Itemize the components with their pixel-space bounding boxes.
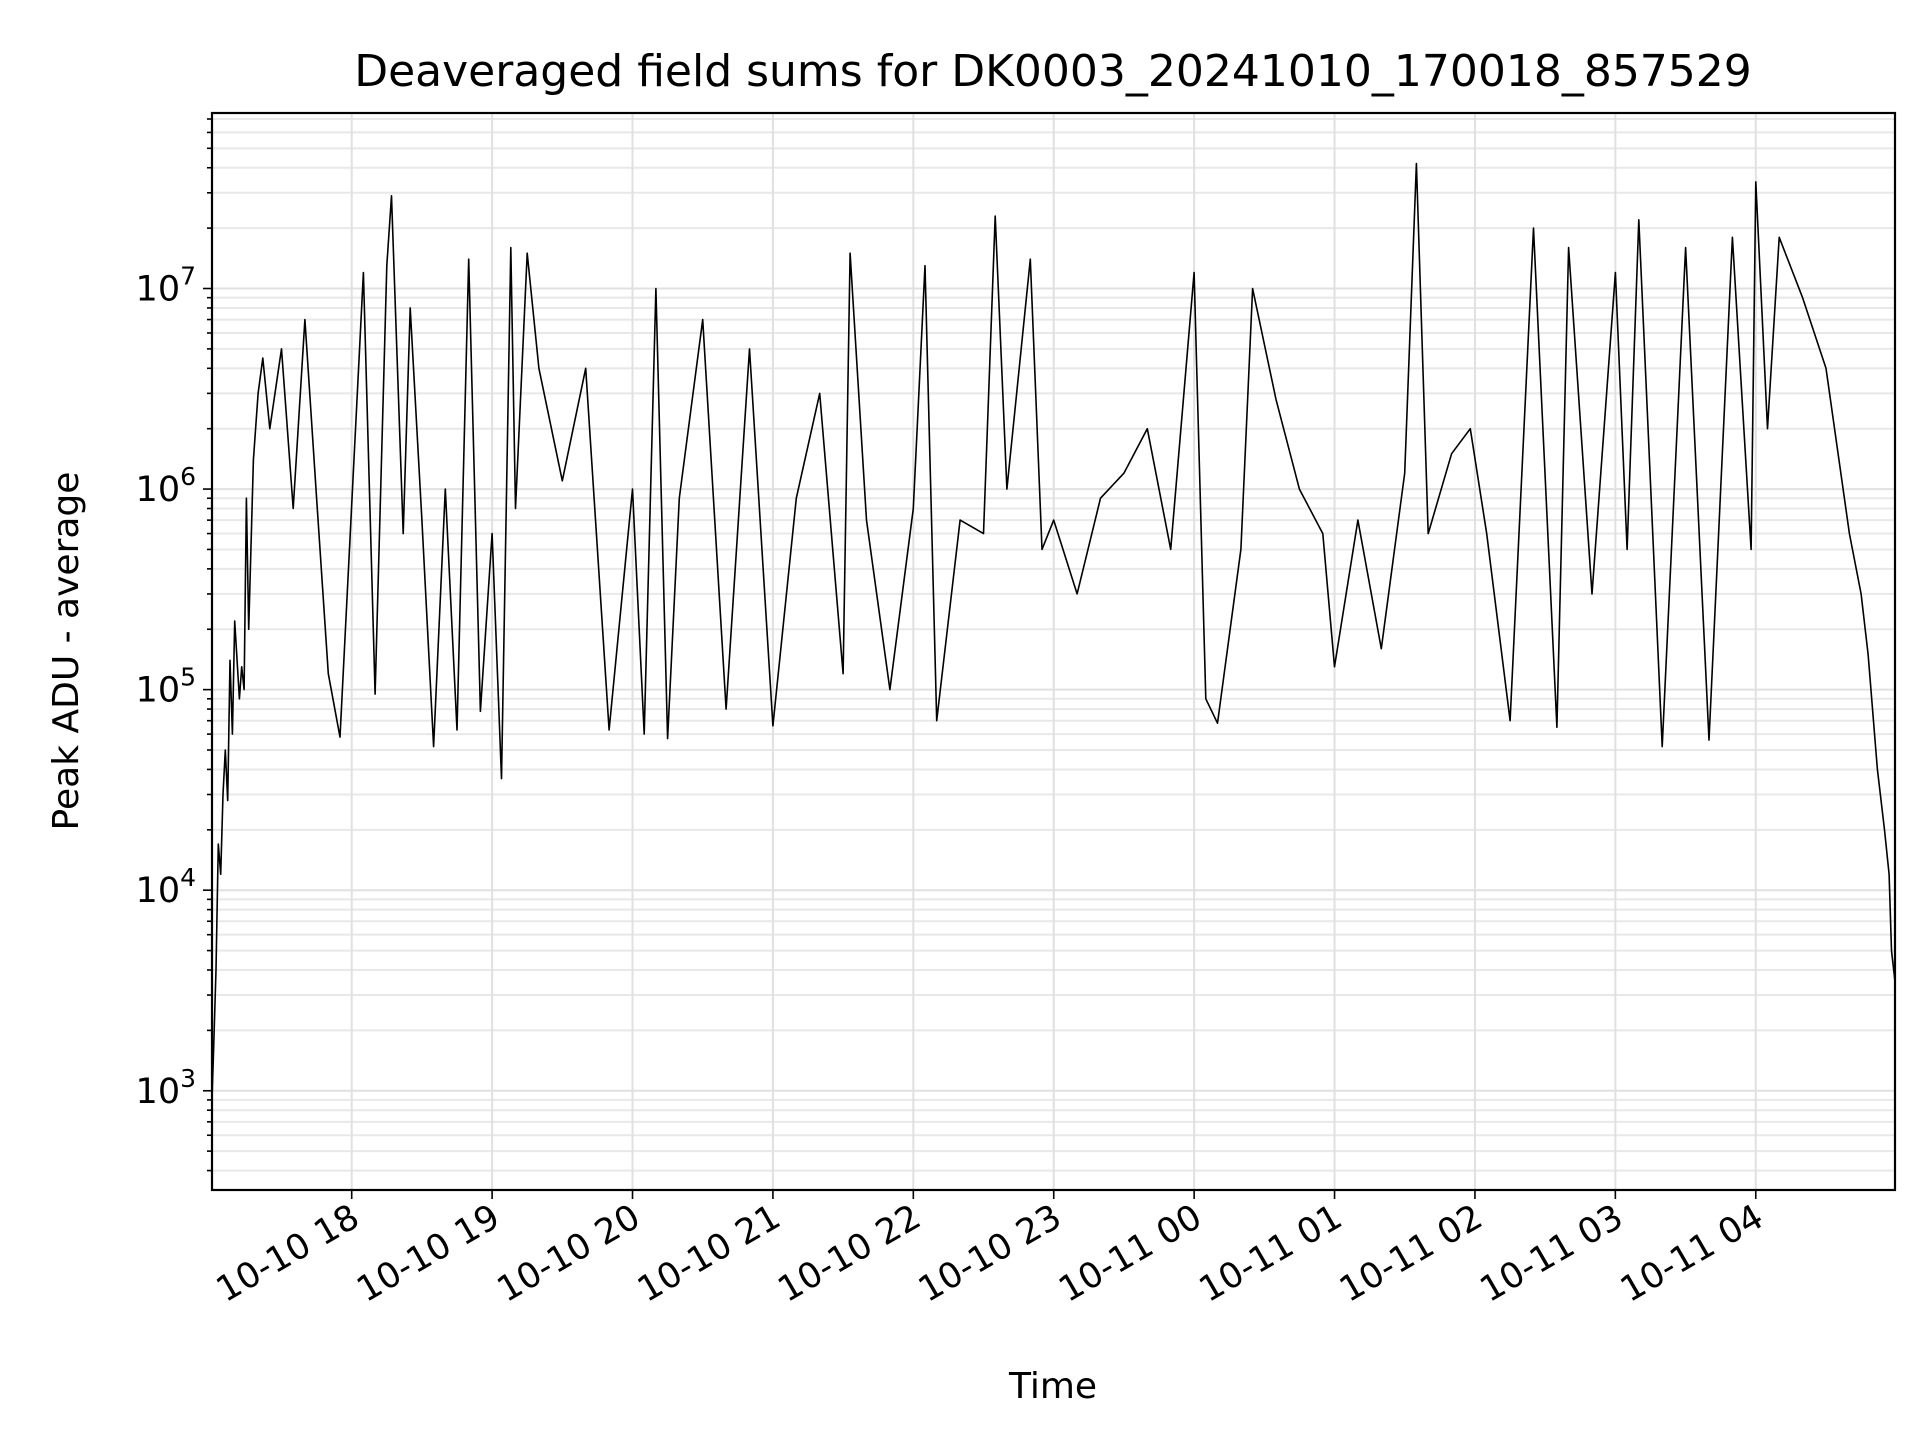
y-axis: 103 104 105 106 107 — [136, 118, 212, 1172]
y-axis-label: Peak ADU - average — [46, 472, 87, 831]
series-line — [211, 162, 1896, 1100]
y-tick-label: 105 — [136, 663, 196, 711]
series-layer — [211, 162, 1896, 1100]
grid — [212, 113, 1895, 1190]
y-tick-label: 104 — [136, 863, 196, 911]
x-axis-label: Time — [1008, 1366, 1097, 1407]
y-tick-label: 106 — [136, 462, 196, 510]
chart-title: Deaveraged field sums for DK0003_2024101… — [354, 46, 1752, 97]
y-tick-label: 107 — [136, 262, 196, 310]
y-tick-label: 103 — [136, 1064, 196, 1112]
